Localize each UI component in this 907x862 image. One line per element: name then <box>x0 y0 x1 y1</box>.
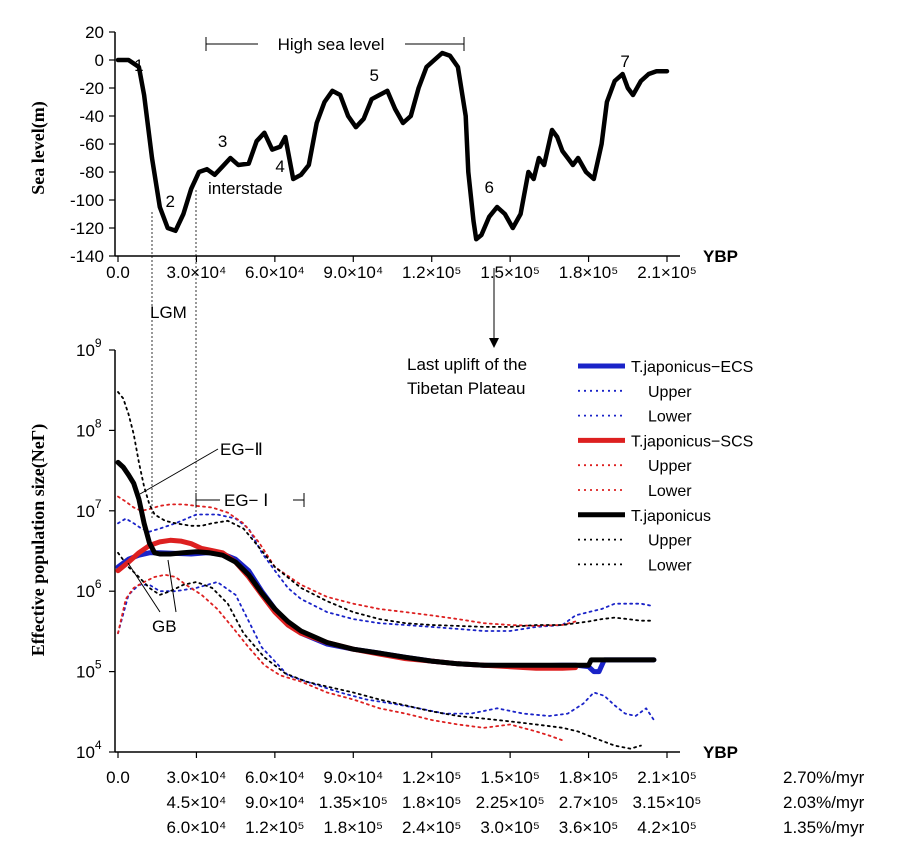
gb-label: GB <box>152 617 177 636</box>
lgm-label: LGM <box>150 303 187 322</box>
sea-level-y-tick-label: -60 <box>79 135 104 154</box>
sea-level-curve <box>115 50 670 242</box>
sea-level-x-ticks: 0.0 3.0×10⁴ 6.0×10⁴ 9.0×10⁴ 1.2×10⁵ 1.5×10⁵ 1.… <box>106 256 697 282</box>
population-panel: 109 108 107 106 105 104 0.0 3.0×10⁴ 6.0×10⁴ 9.0×… <box>28 336 865 837</box>
sea-level-x-tick-label: 1.5×10⁵ <box>480 263 540 282</box>
pop-x-tick-label: 1.8×10⁵ <box>324 818 384 837</box>
high-sea-level-bracket: High sea level <box>205 35 465 54</box>
pop-series-line <box>115 459 657 668</box>
sea-level-y-tick-label: -100 <box>70 191 104 210</box>
sea-level-y-tick-label: -20 <box>79 79 104 98</box>
gb-annotation: GB <box>127 559 177 636</box>
pop-series-line <box>117 495 577 627</box>
sea-level-point-label: 4 <box>275 157 284 176</box>
sea-level-x-tick-label: 6.0×10⁴ <box>245 263 305 282</box>
legend-label: Lower <box>648 483 692 500</box>
pop-x-tick-label: 3.0×10⁴ <box>167 768 227 787</box>
sea-level-point-label: 3 <box>218 132 227 151</box>
eg1-annotation: EG− Ⅰ <box>195 491 305 510</box>
pop-x-tick-label: 1.8×10⁵ <box>402 793 462 812</box>
sea-level-x-tick-label: 1.2×10⁵ <box>402 263 462 282</box>
pop-x-tick-label: 1.2×10⁵ <box>402 768 462 787</box>
pop-x-tick-label: 0.0 <box>106 768 130 787</box>
pop-y-tick-label: 105 <box>76 658 102 682</box>
eg2-annotation: EG−Ⅱ <box>139 440 263 495</box>
pop-y-ticks: 109 108 107 106 105 104 <box>76 336 115 762</box>
pop-x-tick-label: 6.0×10⁴ <box>245 768 305 787</box>
pop-x-unit: YBP <box>703 743 738 762</box>
sea-level-point-label: 7 <box>620 52 629 71</box>
sea-level-x-tick-label: 9.0×10⁴ <box>323 263 383 282</box>
pop-x-ticks: 0.0 3.0×10⁴ 6.0×10⁴ 9.0×10⁴ 1.2×10⁵ 1.5×10⁵ 1.… <box>106 752 701 837</box>
pop-y-tick-label: 104 <box>76 738 102 762</box>
legend-label: Lower <box>648 557 692 574</box>
legend-label: Upper <box>648 458 692 475</box>
pop-x-tick-label: 2.1×10⁵ <box>637 768 697 787</box>
pop-series-line <box>117 573 564 742</box>
pop-x-tick-label: 2.7×10⁵ <box>559 793 619 812</box>
pop-x-tick-label: 9.0×10⁴ <box>245 793 305 812</box>
sea-level-point-labels: 1 2 3 4 5 6 7 <box>134 52 630 211</box>
sea-level-panel: 20 0 -20 -40 -60 -80 -100 -120 -140 0.0 3.0×10⁴ 6.… <box>28 23 738 282</box>
pop-y-tick-label: 106 <box>76 577 102 601</box>
eg1-label: EG− Ⅰ <box>224 491 268 510</box>
pop-x-tick-label: 2.25×10⁵ <box>476 793 545 812</box>
sea-level-y-tick-label: -40 <box>79 107 104 126</box>
pop-series <box>115 391 657 750</box>
sea-level-x-tick-label: 3.0×10⁴ <box>167 263 227 282</box>
pop-x-tick-label: 1.8×10⁵ <box>559 768 619 787</box>
pop-x-tick-label: 3.15×10⁵ <box>633 793 702 812</box>
interstade-label: interstade <box>208 179 283 198</box>
sea-level-y-tick-label: -120 <box>70 219 104 238</box>
pop-x-tick-label: 3.6×10⁵ <box>559 818 619 837</box>
sea-level-point-label: 2 <box>166 192 175 211</box>
pop-series-line <box>117 391 655 628</box>
tibet-label-line1: Last uplift of the <box>407 355 527 374</box>
legend-label: T.japonicus <box>631 508 711 525</box>
high-sea-level-label: High sea level <box>278 35 385 54</box>
legend-label: T.japonicus−SCS <box>631 433 753 450</box>
pop-x-tick-label: 4.5×10⁴ <box>167 793 227 812</box>
sea-level-x-tick-label: 1.8×10⁵ <box>559 263 619 282</box>
sea-level-point-label: 5 <box>369 66 378 85</box>
sea-level-y-tick-label: 0 <box>95 51 104 70</box>
sea-level-point-label: 6 <box>484 178 493 197</box>
sea-level-x-unit: YBP <box>703 247 738 266</box>
pop-x-tick-label: 9.0×10⁴ <box>323 768 383 787</box>
legend: T.japonicus−ECS Upper Lower T.japonicus−SCS… <box>578 359 753 574</box>
tibet-label-line2: Tibetan Plateau <box>407 379 525 398</box>
sea-level-y-ticks: 20 0 -20 -40 -60 -80 -100 -120 -140 <box>70 23 115 266</box>
rate-label-3: 1.35%/myr <box>783 818 865 837</box>
pop-y-tick-label: 109 <box>76 336 102 360</box>
legend-label: Upper <box>648 533 692 550</box>
sea-level-x-tick-label: 0.0 <box>106 263 130 282</box>
sea-level-x-tick-label: 2.1×10⁵ <box>637 263 697 282</box>
eg2-label: EG−Ⅱ <box>220 440 263 459</box>
legend-label: Lower <box>648 409 692 426</box>
pop-series-line <box>117 513 655 632</box>
pop-x-tick-label: 4.2×10⁵ <box>637 818 697 837</box>
pop-x-tick-label: 1.5×10⁵ <box>480 768 540 787</box>
pop-y-tick-label: 108 <box>76 416 102 440</box>
legend-label: T.japonicus−ECS <box>631 359 753 376</box>
sea-level-y-label: Sea level(m) <box>28 101 49 194</box>
pop-x-tick-label: 3.0×10⁵ <box>480 818 540 837</box>
pop-series-line <box>117 551 642 750</box>
sea-level-y-tick-label: -140 <box>70 247 104 266</box>
sea-level-y-tick-label: 20 <box>85 23 104 42</box>
sea-level-point-label: 1 <box>134 56 143 75</box>
pop-y-tick-label: 107 <box>76 497 102 521</box>
pop-x-tick-label: 1.2×10⁵ <box>245 818 305 837</box>
pop-y-label: Effective population size(NeΓ) <box>28 424 49 656</box>
pop-series-line <box>117 581 655 721</box>
sea-level-y-tick-label: -80 <box>79 163 104 182</box>
rate-label-1: 2.70%/myr <box>783 768 865 787</box>
pop-x-tick-label: 1.35×10⁵ <box>319 793 388 812</box>
rate-label-2: 2.03%/myr <box>783 793 865 812</box>
legend-label: Upper <box>648 384 692 401</box>
pop-x-tick-label: 2.4×10⁵ <box>402 818 462 837</box>
tibet-arrow-head <box>489 338 499 348</box>
pop-x-tick-label: 6.0×10⁴ <box>167 818 227 837</box>
